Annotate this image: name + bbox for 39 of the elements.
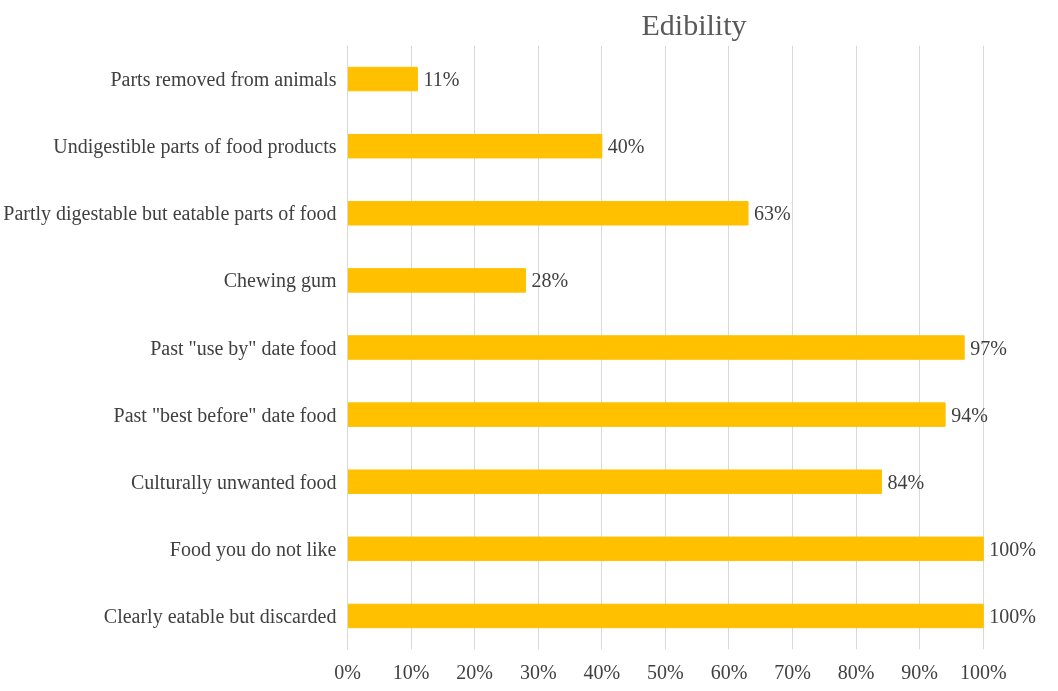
y-tick-label: Chewing gum <box>223 269 337 293</box>
bar <box>347 133 603 159</box>
bar <box>347 469 883 494</box>
bar <box>347 402 946 427</box>
data-label: 100% <box>989 537 1036 560</box>
x-tick-label: 70% <box>774 660 811 683</box>
data-label: 11% <box>423 68 460 91</box>
bar <box>347 335 965 360</box>
data-label: 40% <box>607 135 645 158</box>
x-tick-label: 0% <box>334 660 361 683</box>
bar <box>347 201 749 226</box>
bar <box>347 268 527 293</box>
y-tick-label: Past "use by" date food <box>150 336 337 360</box>
x-tick-label: 90% <box>901 660 939 683</box>
x-tick-label: 10% <box>392 660 430 683</box>
x-tick-label: 100% <box>959 660 1007 683</box>
y-tick-label: Culturally unwanted food <box>130 470 337 494</box>
y-tick-label: Parts removed from animals <box>110 68 337 91</box>
data-label: 97% <box>970 336 1007 359</box>
y-tick-label: Past "best before" date food <box>113 403 337 426</box>
data-label: 63% <box>754 202 791 225</box>
data-label: 94% <box>951 403 988 426</box>
y-tick-label: Clearly eatable but discarded <box>103 604 337 628</box>
y-tick-label: Food you do not like <box>169 537 337 561</box>
bar <box>347 66 418 92</box>
x-tick-label: 40% <box>583 660 621 683</box>
x-tick-label: 80% <box>837 660 875 683</box>
data-label: 100% <box>989 604 1036 627</box>
y-tick-label: Undigestible parts of food products <box>53 135 337 159</box>
data-label: 28% <box>531 269 569 292</box>
bar <box>347 603 984 629</box>
y-tick-label: Partly digestable but eatable parts of food <box>3 202 337 226</box>
x-tick-label: 20% <box>456 660 493 683</box>
chart-title: Edibility <box>641 7 747 41</box>
x-tick-label: 30% <box>519 660 557 683</box>
x-tick-label: 60% <box>710 660 748 683</box>
bar <box>347 536 984 562</box>
x-tick-label: 50% <box>647 660 684 683</box>
data-label: 84% <box>887 470 925 493</box>
